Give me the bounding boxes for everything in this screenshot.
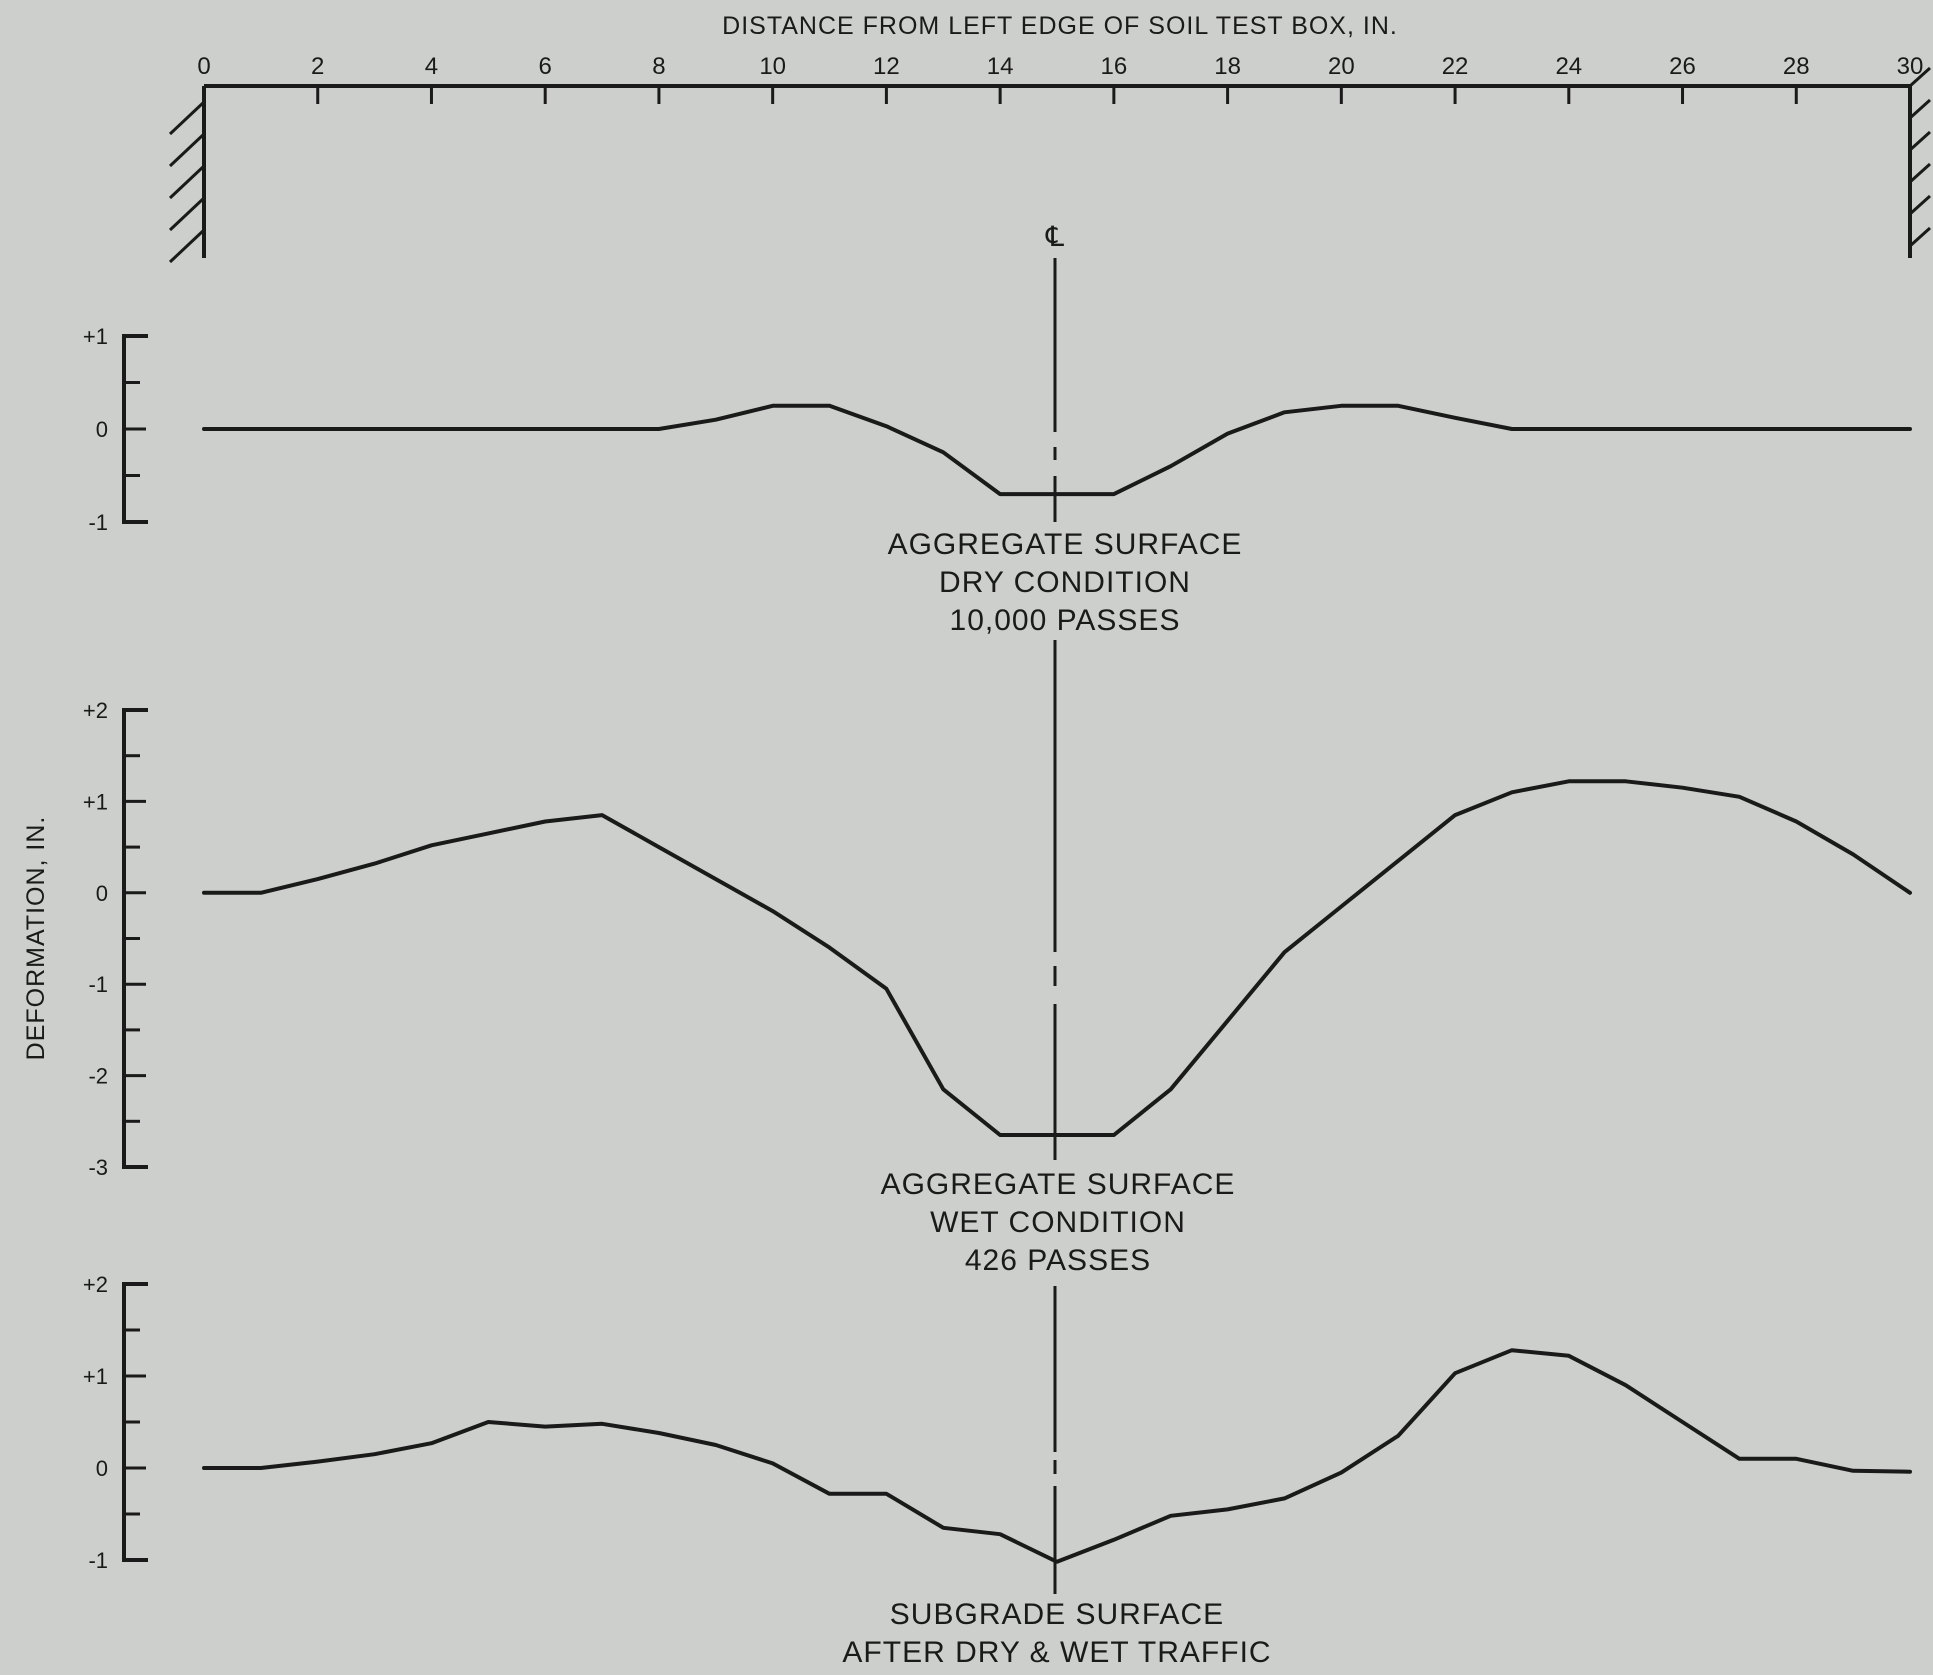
y-tick-label-subgrade--1: -1: [88, 1548, 108, 1573]
y-tick-label-aggregate-wet--2: -2: [88, 1064, 108, 1089]
y-tick-label-aggregate-wet-0: 0: [96, 881, 108, 906]
x-tick-label-14: 14: [987, 53, 1014, 80]
caption-subgrade-line-2: AFTER DRY & WET TRAFFIC: [842, 1636, 1271, 1669]
x-tick-label-8: 8: [652, 53, 665, 80]
caption-aggregate-dry-line-1: AGGREGATE SURFACE: [888, 528, 1243, 561]
y-tick-label-aggregate-wet-+2: +2: [83, 698, 108, 723]
x-tick-label-26: 26: [1669, 53, 1696, 80]
centerline: ℄: [1045, 221, 1064, 1594]
x-tick-label-20: 20: [1328, 53, 1355, 80]
y-axis-aggregate-wet: +2 +1 0 -1 -2 -3: [83, 698, 148, 1180]
caption-aggregate-wet-line-2: WET CONDITION: [930, 1206, 1186, 1239]
y-tick-label-aggregate-wet-+1: +1: [83, 789, 108, 814]
caption-aggregate-dry-line-3: 10,000 PASSES: [950, 604, 1181, 637]
y-tick-label-aggregate-dry-+1: +1: [83, 324, 108, 349]
x-tick-label-0: 0: [197, 53, 210, 80]
x-tick-label-6: 6: [539, 53, 552, 80]
test-box-right-wall: [1908, 66, 1932, 258]
x-tick-label-22: 22: [1442, 53, 1469, 80]
y-tick-label-aggregate-wet--1: -1: [88, 972, 108, 997]
x-axis-title: DISTANCE FROM LEFT EDGE OF SOIL TEST BOX…: [722, 12, 1398, 40]
x-tick-label-2: 2: [311, 53, 324, 80]
panel-subgrade: +2 +1 0 -1 SUBGRADE SURFACE AFTER DRY & WET…: [83, 1272, 1912, 1669]
centerline-label: ℄: [1045, 221, 1064, 252]
caption-subgrade-line-1: SUBGRADE SURFACE: [890, 1598, 1224, 1631]
panel-aggregate-wet: +2 +1 0 -1 -2 -3 AGGREGATE SURFACE WET CONDIT…: [83, 698, 1912, 1277]
y-axis-title: DEFORMATION, IN.: [22, 816, 50, 1061]
y-axis-aggregate-dry: +1 0 -1: [83, 324, 148, 535]
x-tick-label-4: 4: [425, 53, 438, 80]
caption-aggregate-wet-line-3: 426 PASSES: [965, 1244, 1151, 1277]
x-tick-label-28: 28: [1783, 53, 1810, 80]
test-box-left-wall: [168, 86, 206, 264]
y-tick-label-subgrade-+1: +1: [83, 1364, 108, 1389]
x-tick-label-10: 10: [759, 53, 786, 80]
x-tick-label-24: 24: [1555, 53, 1582, 80]
series-aggregate-wet-line: [202, 779, 1912, 1137]
x-axis: DISTANCE FROM LEFT EDGE OF SOIL TEST BOX…: [197, 12, 1923, 104]
y-tick-label-aggregate-dry--1: -1: [88, 510, 108, 535]
y-tick-label-subgrade-+2: +2: [83, 1272, 108, 1297]
y-tick-label-subgrade-0: 0: [96, 1456, 108, 1481]
series-aggregate-dry-line: [202, 403, 1912, 497]
x-axis-ticks: 0 2 4 6 8 10 12 14 16 18 20 22 24 26 28 30: [197, 53, 1923, 104]
caption-aggregate-dry-line-2: DRY CONDITION: [939, 566, 1191, 599]
panel-aggregate-dry: +1 0 -1 AGGREGATE SURFACE DRY CONDITION 10…: [83, 324, 1912, 637]
x-tick-label-16: 16: [1101, 53, 1128, 80]
x-tick-label-18: 18: [1214, 53, 1241, 80]
x-tick-label-30: 30: [1897, 53, 1924, 80]
caption-aggregate-wet-line-1: AGGREGATE SURFACE: [881, 1168, 1236, 1201]
y-tick-label-aggregate-dry-0: 0: [96, 417, 108, 442]
x-tick-label-12: 12: [873, 53, 900, 80]
y-axis-subgrade: +2 +1 0 -1: [83, 1272, 148, 1573]
y-tick-label-aggregate-wet--3: -3: [88, 1155, 108, 1180]
series-subgrade-line: [202, 1348, 1912, 1564]
